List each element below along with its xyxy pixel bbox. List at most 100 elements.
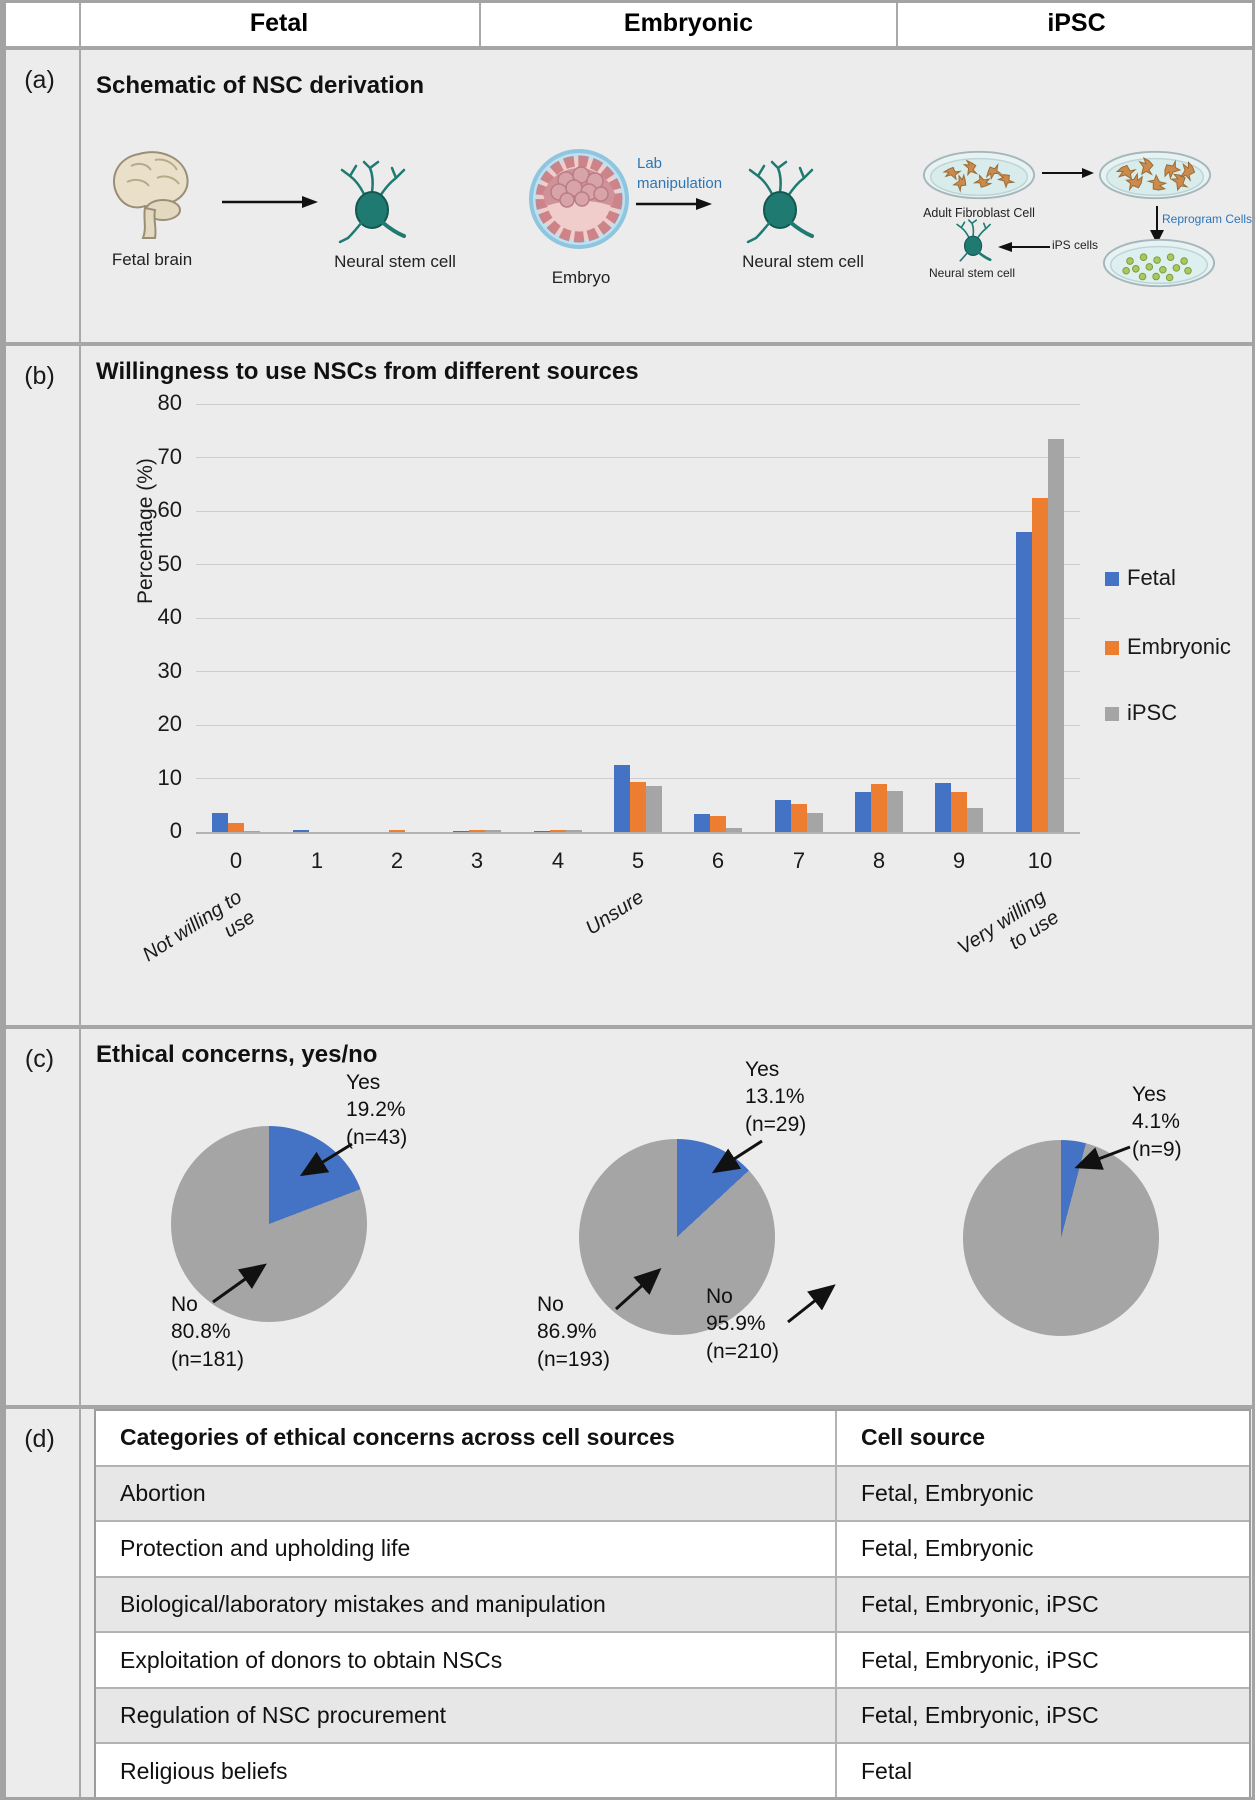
bar-ipsc-6 [726,828,742,832]
ipsc-arrow-right-icon [1042,168,1094,178]
table-row: Religious beliefs Fetal [96,1742,1249,1799]
pie-label-line: 13.1% [745,1085,805,1109]
panel-c: (c) Ethical concerns, yes/no Yes 19.2% (n=… [0,1029,1255,1405]
pie-label-line: Yes [1132,1083,1167,1106]
header-cell-ipsc: iPSC [898,0,1255,46]
x-tick-label: 6 [711,848,725,873]
lab-manipulation-label: Lab manipulation [637,155,723,193]
pie-fetal-no-label: No 80.8% (n=181) [171,1291,244,1373]
y-tick-label: 80 [157,390,182,415]
pie-label-line: 4.1% [1132,1110,1180,1134]
bar-ipsc-0 [244,831,260,832]
row-separator [0,1405,1255,1409]
bar-ipsc-7 [807,813,823,832]
table-row: Regulation of NSC procurement Fetal, Emb… [96,1686,1249,1743]
y-tick-label: 70 [157,443,182,469]
pie-label-line: (n=210) [706,1339,779,1363]
x-tick-label: 3 [470,848,484,873]
header-divider [896,0,898,46]
x-axis-annotation: Not willing to use [138,886,259,967]
pie-label-line: 86.9% [537,1320,597,1344]
adult-fibroblast-label: Adult Fibroblast Cell [923,206,1035,220]
panel-a-label: (a) [24,66,55,94]
pie-embryonic-no-label: No 86.9% (n=193) [537,1291,610,1373]
pie-ipsc [963,1140,1159,1336]
y-tick-label: 30 [157,657,182,683]
gridline [196,778,1080,779]
pie-embryonic [579,1139,775,1335]
pie-label-line: (n=181) [171,1347,244,1371]
legend-label-embryonic: Embryonic [1127,634,1231,659]
pie-callout-arrows [212,1139,1131,1324]
bar-fetal-1 [293,830,309,832]
x-tick-label: 7 [792,848,806,873]
concern-cell: Abortion [120,1479,206,1506]
legend-swatch-fetal [1105,572,1119,586]
gridline [196,457,1080,458]
table-header-row: Categories of ethical concerns across ce… [96,1411,1249,1465]
pie-label-line: (n=29) [745,1112,807,1136]
legend-label-ipsc: iPSC [1127,700,1178,725]
panel-b-label: (b) [24,362,55,390]
table-header-cell-source: Cell source [835,1411,1249,1465]
table-row: Abortion Fetal, Embryonic [96,1464,1249,1521]
bar-embryonic-7 [791,804,807,832]
pie-label-line: Yes [346,1071,381,1094]
bar-fetal-6 [694,814,710,832]
bar-ipsc-9 [967,808,983,832]
neural-stem-cell-illustration [956,219,992,262]
source-cell: Fetal, Embryonic [835,1522,1249,1576]
bar-embryonic-10 [1032,498,1048,832]
y-tick-label: 20 [157,711,182,736]
embryo-label: Embryo [551,268,611,287]
concern-cell: Religious beliefs [120,1757,288,1784]
pie-label-line: (n=43) [346,1125,408,1149]
x-tick-label: 4 [551,848,565,873]
figure-border-top [0,0,1255,3]
bar-fetal-9 [935,783,951,832]
row-separator [0,46,1255,50]
source-cell: Fetal [835,1744,1249,1799]
pie-embryonic-yes-label: Yes 13.1% (n=29) [745,1056,806,1138]
bar-fetal-10 [1016,532,1032,832]
source-cell: Fetal, Embryonic, iPSC [835,1577,1249,1632]
bar-ipsc-4 [566,830,582,832]
panel-d-label: (d) [24,1425,55,1453]
bar-embryonic-8 [871,784,887,832]
bar-ipsc-5 [646,786,662,832]
x-tick-label: 9 [952,848,966,873]
pie-fetal [171,1126,367,1322]
pie-label-line: Yes [745,1058,780,1081]
bar-embryonic-4 [550,830,566,832]
source-cell: Fetal, Embryonic [835,1466,1249,1521]
pie-label-line: 95.9% [706,1312,766,1336]
gridline [196,831,1080,834]
bar-fetal-0 [212,813,228,832]
fibroblast-dish-illustration [922,150,1036,200]
y-tick-label: 60 [157,497,182,522]
panel-b: (b) Willingness to use NSCs from differe… [0,346,1255,1025]
header-divider [479,0,481,46]
panel-b-title: Willingness to use NSCs from different s… [96,358,639,385]
ipsc-nsc-label: Neural stem cell [928,266,1016,280]
gridline [196,510,1080,512]
table-row: Biological/laboratory mistakes and manip… [96,1575,1249,1632]
concern-cell: Biological/laboratory mistakes and manip… [120,1591,606,1618]
pie-label-line: 80.8% [171,1320,231,1344]
header-label-ipsc: iPSC [1047,8,1106,37]
x-axis-annotation: Very willing to use [953,886,1063,960]
ips-cells-label: iPS cells [1051,238,1098,252]
header-label-fetal: Fetal [249,8,309,37]
source-cell: Fetal, Embryonic, iPSC [835,1633,1249,1687]
panel-a: (a) Schematic of NSC derivation Fetal br… [0,50,1255,342]
fetal-arrow-icon [222,196,318,208]
figure-border-bottom [0,1797,1255,1800]
bar-fetal-3 [453,831,469,832]
bar-fetal-5 [614,765,630,832]
figure-border-right [1252,0,1255,1800]
pie-label-line: 19.2% [346,1098,406,1122]
bar-embryonic-0 [228,823,244,832]
table-row: Exploitation of donors to obtain NSCs Fe… [96,1631,1249,1687]
embryonic-arrow-icon [636,198,712,210]
